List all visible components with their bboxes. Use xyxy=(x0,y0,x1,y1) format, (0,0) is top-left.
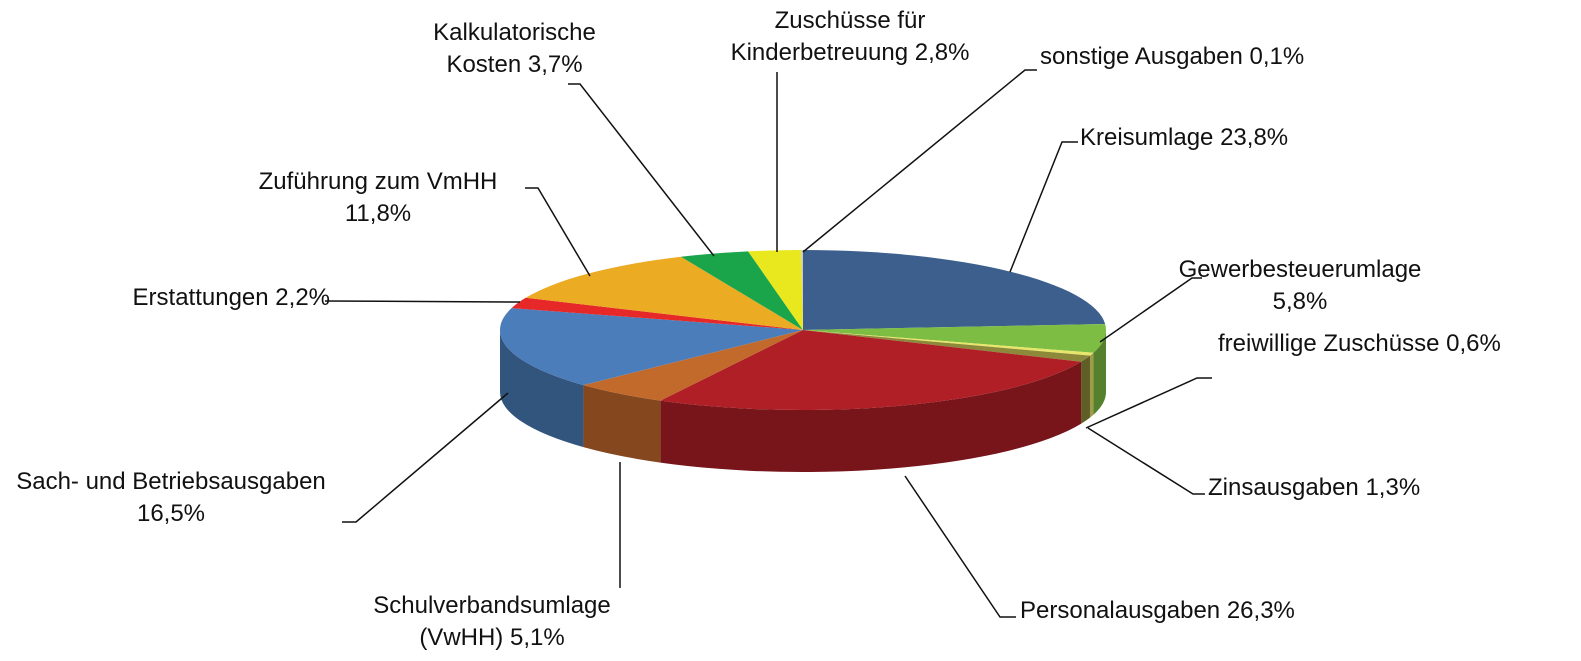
slice-side xyxy=(1093,330,1106,415)
leader-line xyxy=(1009,141,1078,273)
leader-line xyxy=(1087,427,1205,495)
slice xyxy=(803,330,1094,356)
leader-line xyxy=(324,300,521,303)
value-label: 2,8% xyxy=(914,39,970,66)
value-label: 23,8% xyxy=(1220,124,1289,151)
slice-side xyxy=(660,361,1082,472)
slice-label: Erstattungen 2,2% xyxy=(40,282,330,314)
slice xyxy=(803,250,1106,330)
leader-line xyxy=(1085,377,1212,429)
slice xyxy=(801,250,803,330)
value-label: 1,3% xyxy=(1365,474,1421,501)
slice xyxy=(660,330,1082,411)
value-label: 11,8% xyxy=(344,200,412,227)
slice-label: Gewerbesteuerumlage 5,8% xyxy=(1175,254,1425,318)
category-name: Zuführung zum VmHH xyxy=(258,168,498,195)
value-label: 0,1% xyxy=(1249,43,1305,70)
value-label: 5,8% xyxy=(1272,288,1328,315)
slice-label: sonstige Ausgaben 0,1% xyxy=(1040,41,1400,73)
leader-line xyxy=(904,475,1016,618)
value-label: 2,2% xyxy=(275,284,330,311)
category-name: Gewerbesteuerumlage xyxy=(1178,256,1422,283)
leader-line xyxy=(342,392,509,523)
slice xyxy=(499,308,803,386)
slice xyxy=(583,330,803,401)
slice-label: Zinsausgaben 1,3% xyxy=(1208,472,1508,504)
value-label: 0,6% xyxy=(1446,330,1501,357)
slice-label: freiwillige Zuschüsse 0,6% xyxy=(1218,328,1578,360)
slice xyxy=(803,323,1107,353)
slice-label: Personalausgaben 26,3% xyxy=(1020,595,1380,627)
value-label: 5,1% xyxy=(509,624,565,651)
category-name: Kalkulatorische Kosten xyxy=(433,19,596,78)
value-label: 3,7% xyxy=(527,51,583,78)
slice-label: Kalkulatorische Kosten 3,7% xyxy=(412,17,617,81)
category-name: sonstige Ausgaben xyxy=(1040,43,1243,70)
slice-label: Schulverbandsumlage (VwHH) 5,1% xyxy=(342,590,642,654)
slice-label: Kreisumlage 23,8% xyxy=(1080,122,1380,154)
slice xyxy=(680,251,803,330)
value-label: 26,3% xyxy=(1226,597,1295,624)
leader-line xyxy=(525,187,591,277)
category-name: Schulverbandsumlage (VwHH) xyxy=(373,592,611,651)
category-name: freiwillige Zuschüsse xyxy=(1218,330,1440,357)
leader-line xyxy=(802,69,1037,253)
category-name: Zinsausgaben xyxy=(1208,474,1359,501)
category-name: Sach- und Betriebsausgaben xyxy=(16,468,326,495)
slice-label: Zuschüsse für Kinderbetreuung 2,8% xyxy=(700,5,1000,69)
slice-side xyxy=(583,385,661,463)
slice-side xyxy=(500,330,584,448)
slice xyxy=(748,250,803,330)
category-name: Kreisumlage xyxy=(1080,124,1214,151)
slice-side xyxy=(1089,352,1094,418)
slice-label: Sach- und Betriebsausgaben 16,5% xyxy=(0,466,342,530)
slice-side xyxy=(1081,355,1090,424)
slice-label: Zuführung zum VmHH 11,8% xyxy=(228,166,528,230)
category-name: Personalausgaben xyxy=(1020,597,1221,624)
value-label: 16,5% xyxy=(136,500,206,527)
leader-line xyxy=(568,83,715,257)
category-name: Erstattungen xyxy=(132,284,276,311)
category-name: Zuschüsse für Kinderbetreuung xyxy=(730,7,926,66)
slice xyxy=(525,256,803,330)
slice xyxy=(511,297,803,330)
leader-line xyxy=(1099,277,1202,343)
slice xyxy=(803,330,1090,362)
